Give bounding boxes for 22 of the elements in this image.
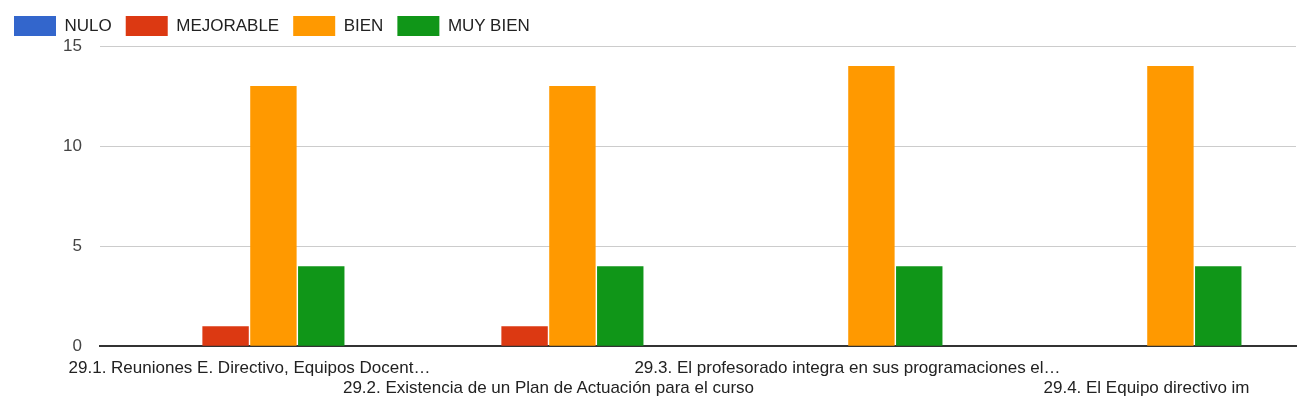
y-tick-label: 10 — [63, 135, 82, 155]
bar — [501, 326, 548, 346]
bar — [549, 86, 596, 346]
bar — [298, 266, 345, 346]
legend-label: MUY BIEN — [447, 15, 530, 35]
y-tick-label: 5 — [72, 235, 82, 255]
bar — [848, 66, 895, 346]
bar — [250, 86, 297, 346]
y-tick-label: 15 — [63, 35, 82, 55]
bar — [597, 266, 644, 346]
x-tick-label: 29.1. Reuniones E. Directivo, Equipos Docent… — [68, 358, 431, 378]
x-tick-label: 29.3. El profesorado integra en sus programaciones el… — [634, 358, 1061, 378]
bar — [202, 326, 249, 346]
legend-label: MEJORABLE — [176, 15, 280, 35]
legend-label: BIEN — [343, 15, 384, 35]
bar — [1147, 66, 1194, 346]
legend-label: NULO — [64, 15, 112, 35]
x-tick-label: 29.4. El Equipo directivo im — [1043, 378, 1250, 398]
x-tick-label: 29.2. Existencia de un Plan de Actuación para el curso — [342, 378, 755, 398]
bar — [1195, 266, 1242, 346]
y-tick-label: 0 — [72, 335, 82, 355]
bar — [896, 266, 943, 346]
